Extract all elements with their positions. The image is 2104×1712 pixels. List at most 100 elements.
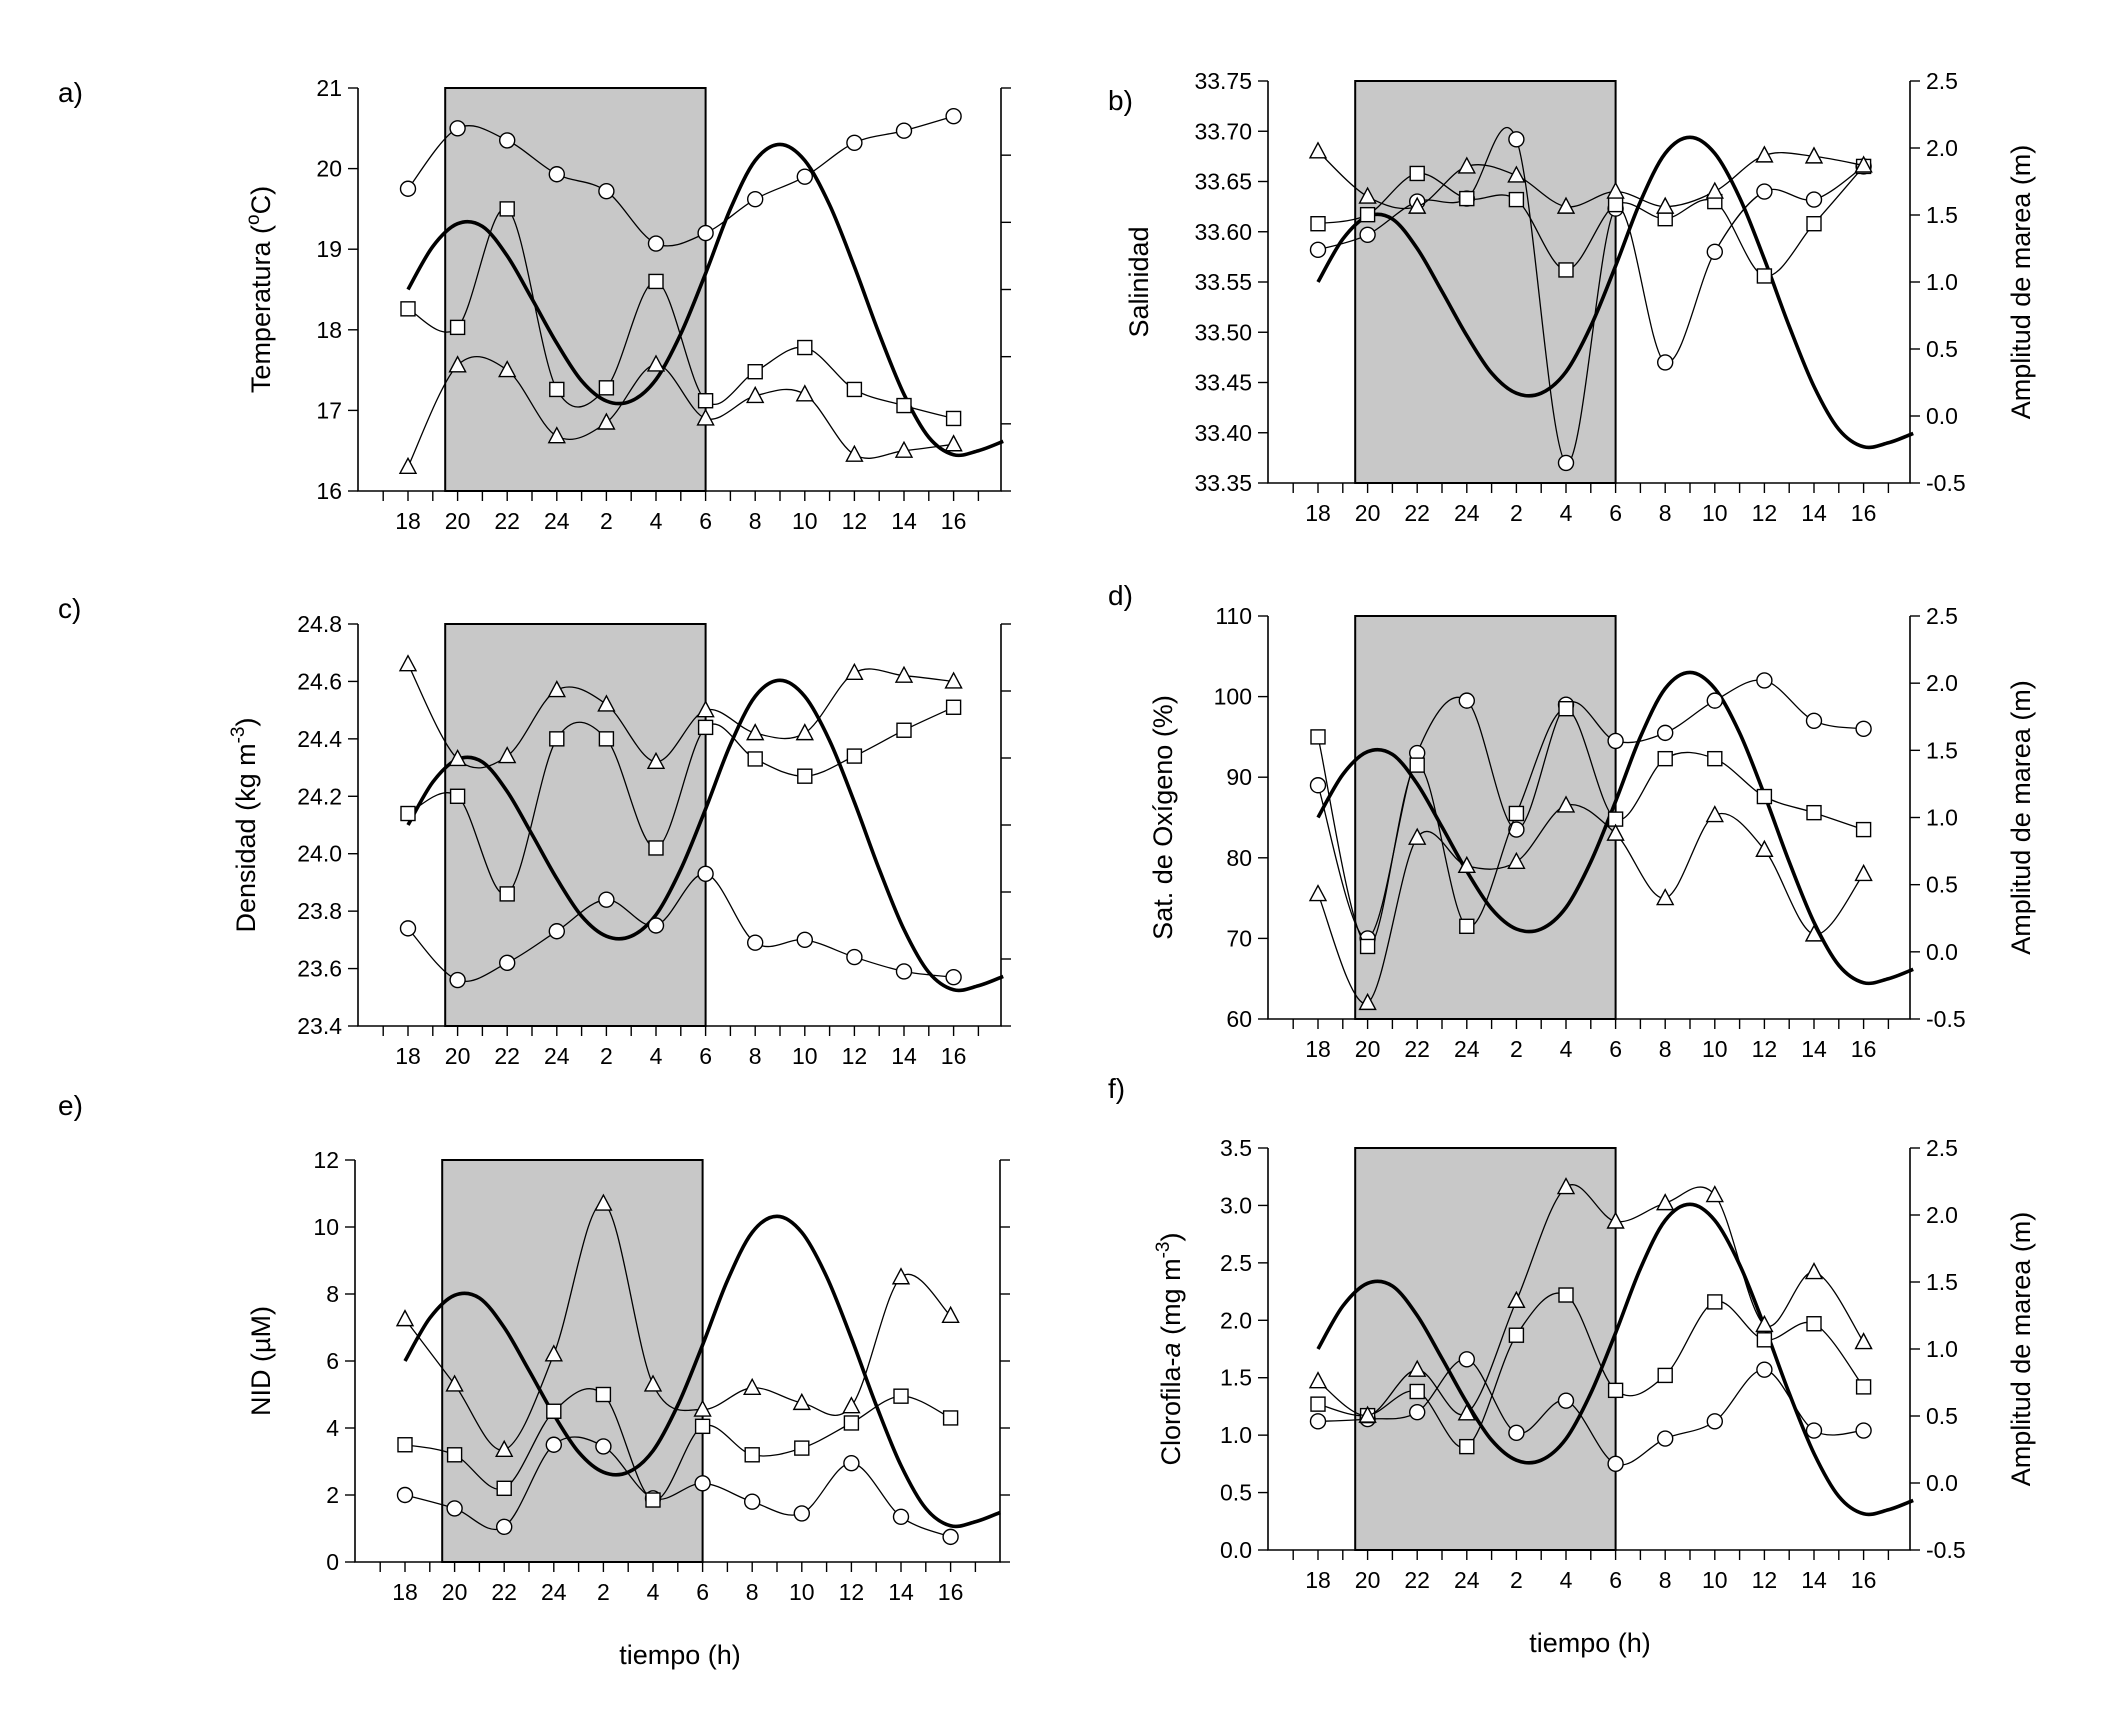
data-point-circle [399, 920, 417, 937]
x-tick-label: 20 [1355, 1567, 1381, 1593]
data-point-triangle [498, 360, 517, 378]
data-point-circle [449, 120, 466, 137]
y-tick-label: 20 [316, 156, 342, 182]
data-point-circle [945, 968, 962, 986]
y-tick-label: 33.65 [1194, 169, 1252, 195]
data-point-triangle [1705, 805, 1724, 823]
data-point-triangle [842, 1396, 861, 1414]
data-point-square [449, 319, 466, 336]
data-point-triangle [1408, 827, 1427, 845]
data-point-circle [1508, 1424, 1525, 1442]
data-point-triangle [547, 426, 566, 444]
y-tick-label: 12 [313, 1147, 339, 1173]
y-axis-title: NID (µM) [246, 1306, 276, 1416]
data-point-triangle [795, 723, 814, 741]
data-point-square [1508, 1327, 1525, 1343]
x-tick-label: 4 [1560, 1036, 1573, 1062]
data-point-circle [598, 182, 615, 200]
panel-letter: c) [58, 593, 81, 624]
data-point-circle [796, 168, 813, 185]
data-point-circle [1656, 1430, 1674, 1447]
tide-tick-label: 1.5 [1926, 1269, 1958, 1295]
data-point-square [446, 1447, 463, 1463]
x-tick-label: 18 [392, 1579, 418, 1605]
data-point-triangle [1358, 1405, 1377, 1423]
data-point-square [1756, 268, 1773, 284]
data-point-square [1558, 700, 1574, 717]
data-point-square [1806, 216, 1822, 232]
night-shading [1354, 1147, 1617, 1551]
data-point-triangle [445, 1374, 464, 1392]
data-point-square [1409, 165, 1425, 182]
y-tick-label: 4 [326, 1415, 339, 1441]
data-point-square [747, 751, 763, 767]
x-tick-label: 4 [1560, 1567, 1573, 1593]
data-point-square [1607, 196, 1624, 213]
y-tick-label: 33.70 [1194, 118, 1252, 144]
y-tick-label: 110 [1215, 603, 1252, 629]
data-point-triangle [594, 1193, 613, 1211]
data-point-circle [747, 934, 764, 951]
x-tick-label: 2 [1510, 1036, 1523, 1062]
data-point-circle [1706, 1413, 1724, 1430]
data-point-triangle [1308, 884, 1328, 902]
data-point-triangle [693, 1399, 712, 1417]
x-tick-label: 10 [1702, 500, 1728, 526]
data-point-square [942, 1410, 959, 1426]
y-tick-label: 0 [326, 1549, 339, 1575]
data-point-square [744, 1447, 760, 1463]
y-tick-label: 23.4 [297, 1013, 342, 1039]
data-point-triangle [395, 1309, 415, 1327]
data-point-triangle [1408, 196, 1427, 214]
data-point-square [1409, 1383, 1425, 1400]
x-tick-label: 10 [1702, 1036, 1728, 1062]
x-tick-label: 24 [544, 1043, 570, 1069]
y-tick-label: 24.0 [297, 841, 342, 867]
data-point-triangle [746, 385, 765, 404]
x-tick-label: 20 [1355, 500, 1381, 526]
x-tick-label: 10 [792, 508, 818, 534]
data-point-square [694, 1418, 711, 1435]
data-point-triangle [448, 355, 467, 373]
data-point-circle [1607, 1455, 1624, 1473]
tide-curve [1316, 670, 1914, 986]
data-point-circle [694, 1475, 711, 1492]
y-tick-label: 33.35 [1194, 470, 1252, 496]
x-tick-label: 22 [494, 508, 520, 534]
tide-tick-label: 1.0 [1926, 269, 1958, 295]
y-axis-title: Temperatura (oC) [243, 186, 276, 393]
data-point-triangle [1854, 155, 1873, 173]
data-point-square [1707, 1294, 1723, 1310]
x-tick-label: 22 [1404, 1036, 1430, 1062]
x-tick-label: 2 [1510, 1567, 1523, 1593]
data-point-circle [1656, 724, 1674, 742]
data-point-triangle [1606, 823, 1625, 841]
y-tick-label: 16 [316, 478, 342, 504]
data-point-square [945, 410, 962, 427]
data-point-circle [647, 917, 665, 934]
y-tick-label: 0.5 [1220, 1480, 1252, 1506]
data-point-square [1558, 262, 1574, 278]
data-point-circle [793, 1505, 810, 1522]
data-point-triangle [891, 1267, 911, 1285]
y-axis-title: Clorofila-a (mg m-3) [1153, 1233, 1186, 1466]
data-point-triangle [792, 1392, 811, 1411]
data-point-circle [1656, 354, 1674, 371]
panel-f: 0.0 0.5 1.0 1.5 2.0 2.5 3.0 3.5 -0.5 0.0 0.5 1.0 1.5… [1108, 1073, 2036, 1593]
data-point-triangle [646, 751, 666, 770]
night-shading [441, 1159, 704, 1563]
data-point-circle [945, 108, 962, 125]
tide-tick-label: 1.5 [1926, 202, 1958, 228]
data-point-triangle [845, 662, 864, 681]
data-point-square [648, 273, 664, 290]
tide-tick-label: 1.0 [1926, 805, 1958, 831]
data-point-triangle [1705, 181, 1724, 199]
x-tick-label: 8 [749, 508, 762, 534]
tide-tick-label: 2.5 [1926, 68, 1958, 94]
tide-tick-label: 2.0 [1926, 1202, 1958, 1228]
x-tick-label: 20 [445, 508, 471, 534]
tide-curve [1316, 135, 1914, 450]
y-tick-label: 1.5 [1220, 1365, 1252, 1391]
data-point-square [1310, 216, 1326, 232]
y-tick-label: 19 [316, 236, 342, 262]
